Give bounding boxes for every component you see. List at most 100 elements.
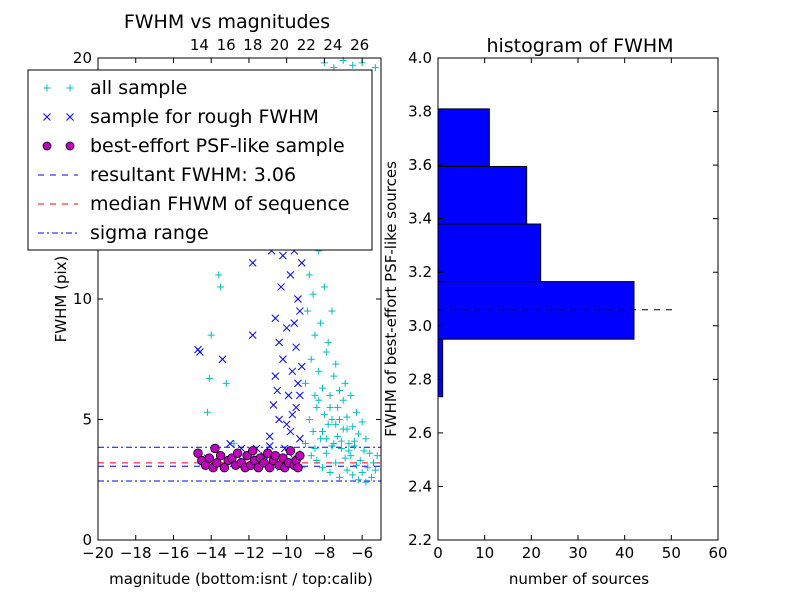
point-plus-82	[328, 442, 336, 450]
point-circle-6	[215, 450, 226, 461]
left-x-axis-label: magnitude (bottom:isnt / top:calib)	[109, 570, 373, 588]
left-xtick-label: −20	[82, 544, 114, 562]
point-x-26	[290, 319, 299, 327]
left-xtick-label: −12	[233, 544, 265, 562]
point-plus-34	[320, 411, 328, 419]
point-x-29	[294, 295, 302, 303]
point-x-35-b	[269, 401, 278, 409]
histogram-bar-1	[437, 281, 635, 340]
legend-label-2: best-effort PSF-like sample	[90, 135, 345, 157]
point-x-12-b	[265, 442, 274, 450]
point-plus-5	[217, 283, 225, 291]
point-plus-19	[307, 452, 315, 460]
point-plus-97	[371, 64, 379, 72]
left-xtick-label: −6	[351, 544, 373, 562]
right-ytick-label: 2.6	[408, 424, 432, 442]
point-plus-81	[319, 428, 327, 436]
right-histogram-chart: 0 10 20 30 40 50 60 2.2 2.4 2.6 2.8 3.0 3.2 3.4 3.6 3.8…	[382, 35, 728, 588]
point-x-5-b	[226, 439, 234, 448]
point-plus-89	[326, 403, 334, 411]
point-plus-4	[215, 271, 223, 279]
point-plus-2	[205, 375, 213, 383]
point-plus-78	[371, 466, 379, 474]
left-top-tick-label: 20	[270, 36, 289, 54]
legend-marker-2b	[65, 141, 75, 151]
point-x-36-b	[275, 338, 283, 347]
point-plus-77	[369, 459, 377, 467]
point-x-38-b	[288, 410, 297, 419]
point-plus-75	[366, 449, 374, 457]
point-plus-54	[341, 454, 349, 462]
point-x-44-b	[265, 432, 274, 441]
point-circle-34	[248, 446, 258, 456]
right-ytick-label: 3.6	[408, 156, 432, 174]
point-x-40-b	[279, 251, 287, 260]
point-x-32-b	[296, 307, 304, 315]
point-plus-51	[337, 444, 345, 452]
point-x-8-b	[248, 258, 257, 267]
right-histogram-bars	[437, 108, 635, 398]
point-plus-38	[324, 338, 332, 346]
point-x-18	[279, 355, 287, 364]
point-plus-31	[319, 384, 327, 392]
histogram-bar-2	[437, 223, 542, 283]
point-plus-59	[347, 452, 355, 460]
point-plus-64	[352, 461, 360, 469]
point-plus-83	[337, 437, 345, 445]
left-xtick-label: −14	[195, 544, 227, 562]
point-plus-61	[349, 471, 357, 479]
left-top-tick-label: 14	[190, 36, 209, 54]
point-x-31	[296, 434, 304, 443]
left-legend: all sample sample for rough FWHM best-effo…	[27, 69, 373, 251]
point-x-29-b	[294, 295, 302, 303]
right-xtick-label: 50	[662, 544, 681, 562]
left-top-tick-label: 24	[323, 36, 342, 54]
point-x-21-b	[284, 391, 293, 400]
point-plus-60	[347, 391, 355, 399]
point-circle-3	[204, 453, 215, 463]
point-x-30-b	[294, 379, 302, 388]
point-x-4-b	[218, 355, 227, 364]
point-plus-37	[324, 420, 332, 428]
point-x-37-b	[282, 420, 291, 429]
legend-label-4: median FHWM of sequence	[90, 193, 350, 215]
point-plus-84	[345, 447, 353, 455]
point-x-22	[286, 271, 295, 279]
point-plus-6	[222, 379, 230, 387]
point-x-36	[275, 338, 283, 347]
histogram-bar-4	[437, 108, 490, 167]
point-plus-95	[349, 61, 357, 69]
right-ytick-label: 3.0	[408, 317, 432, 335]
point-circle-5	[212, 458, 222, 468]
point-x-18-b	[279, 355, 287, 364]
point-x-24-b	[288, 367, 297, 376]
right-xtick-label: 60	[708, 544, 727, 562]
point-plus-90	[335, 416, 343, 423]
point-x-44	[265, 432, 274, 441]
left-ytick-label: 5	[82, 411, 92, 429]
point-plus-74	[364, 464, 372, 472]
point-x-40	[279, 251, 287, 260]
legend-marker-1a	[43, 113, 51, 121]
point-plus-40	[326, 469, 334, 477]
point-x-12	[265, 442, 274, 450]
point-plus-36	[322, 449, 330, 457]
point-x-33-b	[297, 362, 306, 371]
point-x-32	[296, 307, 304, 315]
left-top-tick-label: 16	[217, 36, 236, 54]
point-circle-11	[232, 448, 243, 458]
point-plus-39	[326, 391, 334, 399]
point-plus-91	[343, 425, 351, 433]
point-x-5	[226, 439, 234, 448]
left-top-tick-label: 26	[350, 36, 369, 54]
right-xtick-label: 20	[522, 544, 541, 562]
point-plus-15	[302, 379, 310, 387]
point-x-26-b	[290, 319, 299, 327]
legend-label-5: sigma range	[90, 222, 209, 244]
left-ytick-label: 10	[73, 290, 92, 308]
point-plus-17	[305, 416, 313, 423]
point-x-20	[282, 324, 291, 332]
right-ytick-label: 2.2	[408, 531, 432, 549]
point-x-37	[282, 420, 291, 429]
